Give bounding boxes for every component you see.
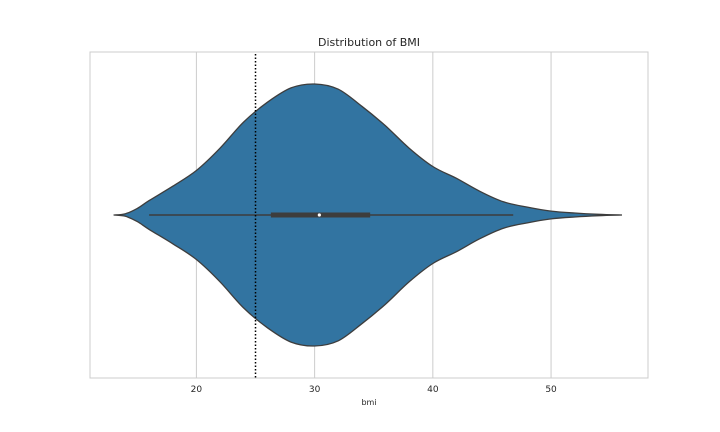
chart-title: Distribution of BMI bbox=[318, 36, 420, 49]
x-tick-labels: 20 30 40 50 bbox=[191, 385, 557, 395]
x-tick-label: 40 bbox=[427, 385, 439, 395]
x-tick-label: 30 bbox=[309, 385, 321, 395]
median-marker bbox=[317, 213, 321, 217]
x-tick-label: 20 bbox=[191, 385, 203, 395]
x-tick-label: 50 bbox=[545, 385, 557, 395]
x-axis-label: bmi bbox=[361, 398, 376, 407]
